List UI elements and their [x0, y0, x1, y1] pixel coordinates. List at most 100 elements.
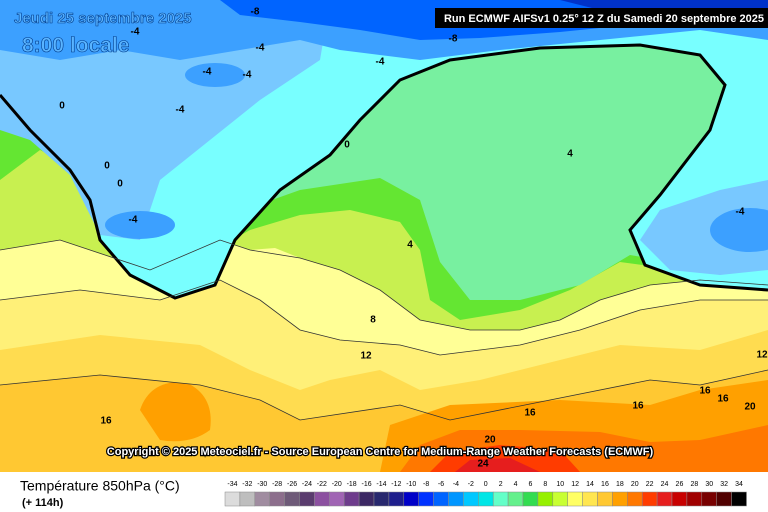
temp-minus-4-east	[710, 208, 768, 252]
contour-label: -4	[176, 105, 185, 116]
legend-swatch	[612, 491, 628, 507]
contour-label: -8	[251, 7, 260, 18]
legend-swatch	[582, 491, 598, 507]
legend-swatch	[597, 491, 613, 507]
legend-swatch	[314, 491, 330, 507]
legend-label: 34	[735, 481, 743, 488]
copyright: Copyright © 2025 Meteociel.fr - Source E…	[107, 446, 654, 458]
contour-label: 0	[59, 101, 65, 112]
legend-swatch	[567, 491, 583, 507]
footer-title: Température 850hPa (°C)	[20, 478, 180, 494]
legend-label: 6	[528, 481, 532, 488]
legend-label: 14	[586, 481, 594, 488]
legend-label: -28	[272, 481, 282, 488]
legend-label: 20	[631, 481, 639, 488]
legend-label: -18	[347, 481, 357, 488]
legend-label: 24	[661, 481, 669, 488]
run-box	[435, 8, 768, 28]
contour-label: 24	[477, 459, 489, 470]
legend-swatch	[299, 491, 315, 507]
contour-label: 12	[360, 351, 372, 362]
legend-label: 2	[499, 481, 503, 488]
legend-label: -14	[376, 481, 386, 488]
legend-label: -30	[257, 481, 267, 488]
contour-label: 4	[407, 240, 413, 251]
forecast-time: 8:00 locale	[22, 34, 129, 57]
legend-label: 30	[705, 481, 713, 488]
legend-swatch	[641, 491, 658, 507]
contour-label: 8	[370, 315, 376, 326]
contour-label: -4	[736, 207, 745, 218]
legend-swatch	[329, 491, 345, 507]
legend-swatch	[478, 491, 494, 507]
legend-label: -6	[438, 481, 444, 488]
contour-label: 0	[104, 161, 110, 172]
legend-label: 0	[484, 481, 488, 488]
legend-label: 28	[690, 481, 698, 488]
legend-swatch	[686, 491, 703, 507]
legend-label: 18	[616, 481, 624, 488]
legend-label: 22	[646, 481, 654, 488]
temp-minus-4-blob	[105, 211, 175, 239]
legend-label: 4	[514, 481, 518, 488]
legend-swatch	[254, 491, 270, 507]
contour-label: 16	[699, 386, 711, 397]
legend-swatch	[463, 491, 479, 507]
contour-label: -4	[243, 70, 252, 81]
legend-swatch	[522, 491, 539, 507]
contour-label: -4	[129, 215, 138, 226]
temp-minus-2	[0, 0, 330, 240]
legend-label: 26	[676, 481, 684, 488]
legend-label: -16	[361, 481, 371, 488]
temp-minus-2-east	[640, 180, 768, 275]
contour-label: 20	[484, 435, 496, 446]
legend-label: -4	[453, 481, 459, 488]
legend-label: -26	[287, 481, 297, 488]
legend-swatch	[358, 491, 375, 507]
legend-swatch	[701, 491, 717, 507]
legend-label: -8	[423, 481, 429, 488]
legend-swatch	[284, 491, 300, 507]
legend-swatch	[552, 491, 568, 507]
contour-label: 20	[744, 402, 756, 413]
zero-contour	[0, 43, 768, 300]
legend-swatch	[492, 491, 509, 507]
legend-label: 32	[720, 481, 728, 488]
legend-label: 10	[556, 481, 564, 488]
legend-swatch	[537, 491, 554, 507]
contour-line	[0, 239, 768, 331]
footer-lead: (+ 114h)	[22, 497, 64, 509]
legend-swatch	[269, 491, 285, 507]
legend-swatch	[239, 491, 256, 507]
legend-swatch	[403, 491, 419, 507]
temp-18-west	[140, 381, 211, 442]
legend-label: -34	[227, 481, 237, 488]
contour-label: -4	[256, 43, 265, 54]
contour-label: -4	[376, 57, 385, 68]
legend-swatch	[507, 491, 524, 507]
legend-swatch	[671, 491, 688, 507]
contour-label: 16	[717, 394, 729, 405]
contour-label: 16	[524, 408, 536, 419]
contour-label: -8	[449, 34, 458, 45]
legend-label: -12	[391, 481, 401, 488]
legend-label: -10	[406, 481, 416, 488]
contour-label: 4	[567, 149, 573, 160]
legend-label: -32	[242, 481, 252, 488]
legend-swatch	[627, 491, 643, 507]
contour-label: 0	[117, 179, 123, 190]
legend-label: -2	[468, 481, 474, 488]
legend-swatch	[224, 491, 241, 507]
legend-label: -24	[302, 481, 312, 488]
contour-line	[0, 279, 768, 356]
contour-label: 16	[632, 401, 644, 412]
legend-swatch	[731, 491, 747, 507]
contour-label: -4	[203, 67, 212, 78]
legend-swatch	[433, 491, 449, 507]
contour-label: 12	[756, 350, 768, 361]
legend-swatch	[343, 491, 360, 507]
legend-label: -20	[332, 481, 342, 488]
legend-swatch	[373, 491, 390, 507]
temp-24	[455, 458, 540, 472]
